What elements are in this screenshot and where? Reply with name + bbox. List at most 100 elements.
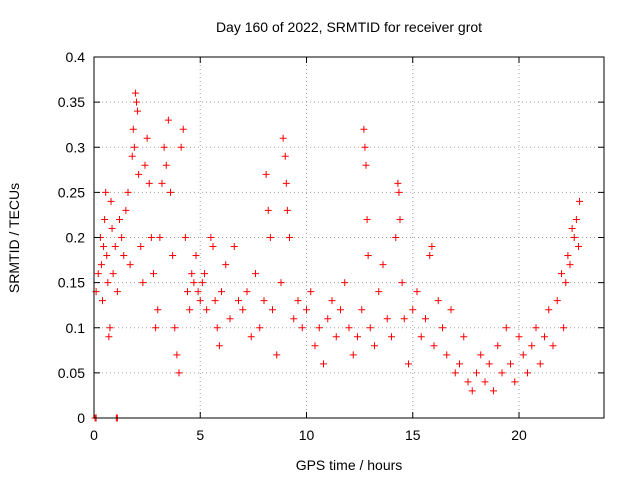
data-point <box>430 342 438 350</box>
data-point <box>417 333 425 341</box>
data-point <box>133 98 140 106</box>
data-point <box>139 279 147 287</box>
data-point <box>361 143 369 151</box>
data-point <box>118 234 126 241</box>
data-point <box>371 342 378 350</box>
data-point <box>131 89 139 97</box>
data-point <box>173 351 181 359</box>
data-point <box>213 324 221 332</box>
data-point <box>135 170 143 178</box>
data-point <box>194 288 202 296</box>
data-point <box>230 243 238 251</box>
y-tick-label: 0.4 <box>66 49 86 65</box>
y-tick-label: 0.3 <box>66 139 86 155</box>
data-point <box>282 179 290 187</box>
data-point <box>294 297 302 305</box>
data-point <box>290 315 298 323</box>
data-point <box>451 369 459 377</box>
data-point <box>443 351 451 359</box>
data-point <box>106 324 114 332</box>
data-point <box>396 215 404 223</box>
data-point <box>375 288 383 296</box>
data-point <box>162 161 170 169</box>
data-point <box>104 279 112 287</box>
data-point <box>460 333 468 341</box>
x-tick-label: 5 <box>196 427 204 443</box>
data-point <box>549 342 557 350</box>
data-point <box>126 261 134 269</box>
data-point <box>541 333 548 341</box>
chart-title: Day 160 of 2022, SRMTID for receiver gro… <box>216 19 482 35</box>
data-point <box>568 224 576 232</box>
data-point <box>341 279 349 287</box>
data-point <box>439 324 446 332</box>
data-point <box>477 351 485 359</box>
data-point <box>196 297 204 305</box>
data-point <box>150 270 157 278</box>
data-point <box>575 243 582 251</box>
data-point <box>108 224 116 232</box>
data-point <box>218 288 225 296</box>
data-point <box>511 378 519 386</box>
data-point <box>464 378 472 386</box>
data-point <box>130 143 138 151</box>
data-point <box>315 324 323 332</box>
data-point <box>324 315 332 323</box>
grid-lines <box>94 57 604 418</box>
data-point <box>364 252 372 260</box>
data-point <box>103 252 111 260</box>
data-point <box>201 270 208 278</box>
data-point <box>545 306 553 314</box>
data-point <box>109 270 117 278</box>
data-point <box>383 315 391 323</box>
data-point <box>562 279 570 287</box>
data-point <box>101 215 109 223</box>
y-tick-label: 0.35 <box>58 94 85 110</box>
data-point <box>239 306 247 314</box>
y-tick-label: 0.15 <box>58 275 85 291</box>
data-point <box>266 234 274 241</box>
data-point <box>485 360 493 368</box>
y-tick-label: 0.25 <box>58 184 85 200</box>
data-point <box>190 279 198 287</box>
data-point <box>502 324 510 332</box>
x-tick-label: 0 <box>90 427 98 443</box>
data-point <box>468 387 476 395</box>
data-point <box>235 297 242 305</box>
data-point <box>570 234 578 241</box>
data-point <box>226 315 234 323</box>
data-point <box>154 306 162 314</box>
data-point <box>94 270 102 278</box>
data-point <box>252 270 259 278</box>
x-axis-label: GPS time / hours <box>296 457 403 473</box>
x-tick-label: 15 <box>405 427 421 443</box>
data-point <box>188 270 196 278</box>
data-point <box>152 324 160 332</box>
data-point <box>400 315 408 323</box>
data-point <box>113 288 121 296</box>
data-point <box>207 234 215 241</box>
data-point <box>409 306 417 314</box>
y-tick-label: 0.05 <box>58 365 85 381</box>
data-points <box>91 89 584 422</box>
data-point <box>262 170 270 178</box>
data-point <box>222 261 230 269</box>
data-point <box>388 333 395 341</box>
data-point <box>358 306 366 314</box>
data-point <box>564 252 572 260</box>
data-point <box>120 252 128 260</box>
data-point <box>171 324 179 332</box>
data-point <box>566 261 574 269</box>
axis-ticks <box>93 56 604 419</box>
data-point <box>422 315 429 323</box>
data-point <box>156 234 164 241</box>
data-point <box>283 206 291 214</box>
data-point <box>524 369 531 377</box>
data-point <box>243 288 251 296</box>
data-point <box>192 252 200 260</box>
data-point <box>145 179 153 187</box>
data-point <box>515 333 523 341</box>
data-point <box>99 297 106 305</box>
y-axis-label: SRMTID / TECUs <box>6 183 22 293</box>
data-point <box>456 360 463 368</box>
